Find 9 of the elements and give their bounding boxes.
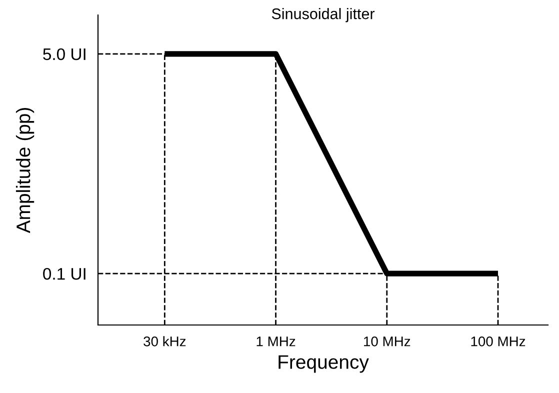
x-tick-label: 10 MHz — [364, 336, 410, 346]
x-tick-label: 1 MHz — [256, 336, 296, 346]
x-axis-title: Frequency — [278, 355, 369, 373]
y-tick-label: 0.1 UI — [43, 268, 86, 280]
y-tick-label: 5.0 UI — [43, 48, 86, 60]
y-axis-title: Amplitude (pp) — [16, 108, 34, 234]
chart-title: Sinusoidal jitter — [272, 8, 375, 22]
x-tick-label: 100 MHz — [471, 336, 526, 346]
x-tick-label: 30 kHz — [144, 336, 186, 346]
